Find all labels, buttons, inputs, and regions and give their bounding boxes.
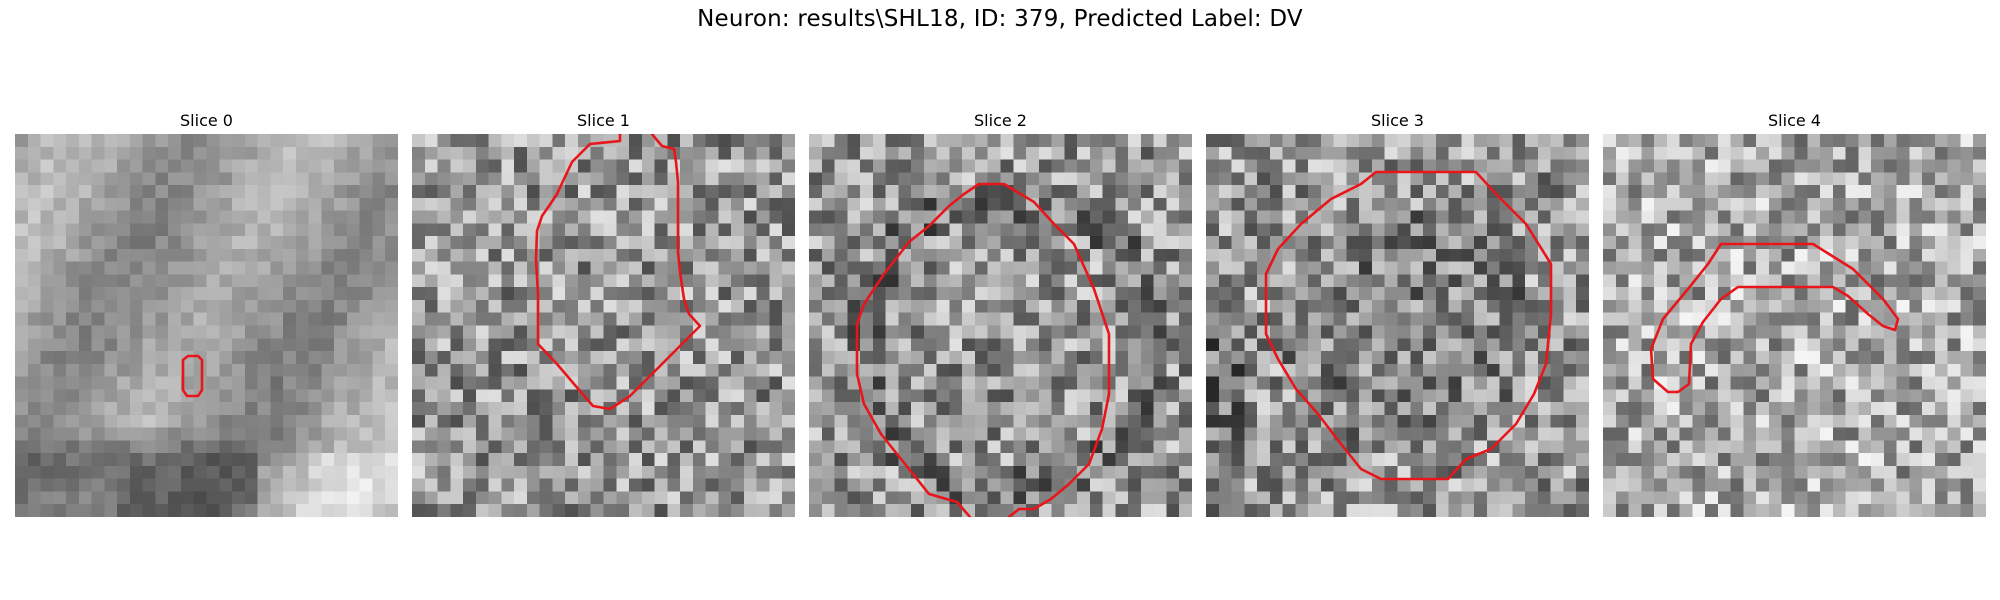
slice-panel-4: Slice 4 (1603, 108, 1986, 517)
slice-title: Slice 0 (15, 108, 398, 134)
slice-image-0 (15, 134, 398, 517)
slice-contour-3 (1206, 134, 1589, 517)
slice-panel-0: Slice 0 (15, 108, 398, 517)
slice-panel-1: Slice 1 (412, 108, 795, 517)
slice-image-2 (809, 134, 1192, 517)
slice-panel-3: Slice 3 (1206, 108, 1589, 517)
slice-title: Slice 4 (1603, 108, 1986, 134)
slice-image-4 (1603, 134, 1986, 517)
slice-contour-0 (15, 134, 398, 517)
slice-panel-2: Slice 2 (809, 108, 1192, 517)
slice-contour-1 (412, 134, 795, 517)
slice-title: Slice 3 (1206, 108, 1589, 134)
slice-image-1 (412, 134, 795, 517)
slice-image-3 (1206, 134, 1589, 517)
slice-title: Slice 1 (412, 108, 795, 134)
slice-contour-2 (809, 134, 1192, 517)
slice-title: Slice 2 (809, 108, 1192, 134)
slice-contour-4 (1603, 134, 1986, 517)
